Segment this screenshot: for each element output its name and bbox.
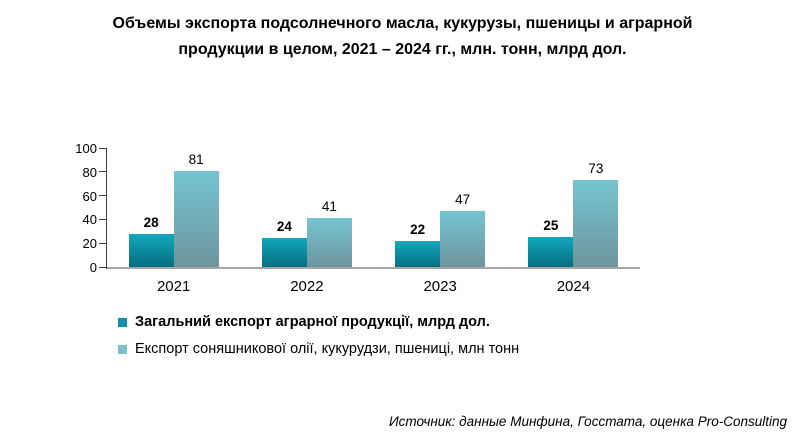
- x-axis-label: 2022: [290, 278, 324, 295]
- y-axis-tick: [99, 171, 106, 173]
- x-axis-label: 2023: [423, 278, 457, 295]
- y-axis-tick-label: 0: [89, 260, 97, 275]
- bar-unit: 25: [528, 148, 574, 267]
- bar-group-2022: 24 41 2022: [240, 148, 373, 295]
- x-axis-label: 2021: [156, 278, 191, 295]
- bar-series2-2023: [440, 211, 486, 267]
- legend-swatch-series1: [118, 317, 127, 327]
- bar-series2-2024: [573, 180, 619, 267]
- legend-item-series2: Експорт соняшникової олії, кукурудзи, пш…: [118, 341, 519, 357]
- x-axis-line: [107, 267, 640, 269]
- bar-series1-2021: [128, 233, 174, 267]
- legend-label-series1: Загальний експорт аграрної продукції, мл…: [135, 314, 490, 330]
- data-label: 81: [188, 151, 204, 167]
- bar-unit: 73: [573, 148, 619, 267]
- data-label: 73: [588, 161, 604, 177]
- bar-series2-2021: [173, 170, 219, 267]
- data-label: 25: [543, 218, 559, 234]
- y-axis-tick-label: 80: [82, 164, 97, 180]
- plot-area: 0 20 40 60 80 100 28 81 2021 24 41 2022 22 47 2023 25 73…: [75, 141, 640, 295]
- chart-title-line2: продукции в целом, 2021 – 2024 гг., млн.…: [178, 41, 627, 58]
- chart-title-line1: Объемы экспорта подсолнечного масла, кук…: [112, 15, 693, 32]
- bar-group-2023: 22 47 2023: [374, 148, 507, 295]
- bar-unit: 24: [261, 148, 307, 267]
- bar-unit: 41: [306, 148, 352, 267]
- data-label: 47: [455, 192, 471, 208]
- legend-swatch-series2: [118, 344, 127, 354]
- y-axis-tick: [99, 195, 106, 197]
- bar-series1-2022: [261, 238, 307, 267]
- bar-unit: 28: [128, 148, 174, 267]
- data-label: 24: [276, 219, 292, 235]
- bar-unit: 47: [440, 148, 486, 267]
- bar-unit: 81: [173, 148, 219, 267]
- y-axis-tick-label: 20: [82, 236, 97, 252]
- data-label: 22: [410, 221, 426, 237]
- y-axis-tick-label: 40: [82, 212, 97, 228]
- y-axis-line: [106, 148, 107, 269]
- bar-unit: 22: [395, 148, 441, 267]
- source-note: Источник: данные Минфина, Госстата, оцен…: [388, 414, 787, 429]
- y-axis-tick: [99, 266, 106, 268]
- y-axis-tick: [99, 218, 106, 220]
- data-label: 41: [321, 199, 337, 215]
- y-axis-tick-label: 60: [82, 188, 97, 204]
- y-axis-tick-label: 100: [75, 141, 97, 156]
- legend-label-series2: Експорт соняшникової олії, кукурудзи, пш…: [135, 341, 520, 357]
- data-label: 28: [143, 214, 159, 230]
- bar-series2-2022: [306, 218, 352, 267]
- legend: Загальний експорт аграрної продукції, мл…: [118, 314, 519, 368]
- chart-title: Объемы экспорта подсолнечного масла, кук…: [0, 11, 805, 63]
- x-axis-label: 2024: [556, 278, 591, 295]
- legend-item-series1: Загальний експорт аграрної продукції, мл…: [118, 314, 519, 330]
- bar-group-2021: 28 81 2021: [107, 148, 240, 295]
- bar-series1-2023: [395, 240, 441, 267]
- y-axis-tick: [99, 147, 106, 149]
- y-axis-tick: [99, 242, 106, 244]
- bar-series1-2024: [528, 237, 574, 267]
- bar-group-2024: 25 73 2024: [507, 148, 640, 295]
